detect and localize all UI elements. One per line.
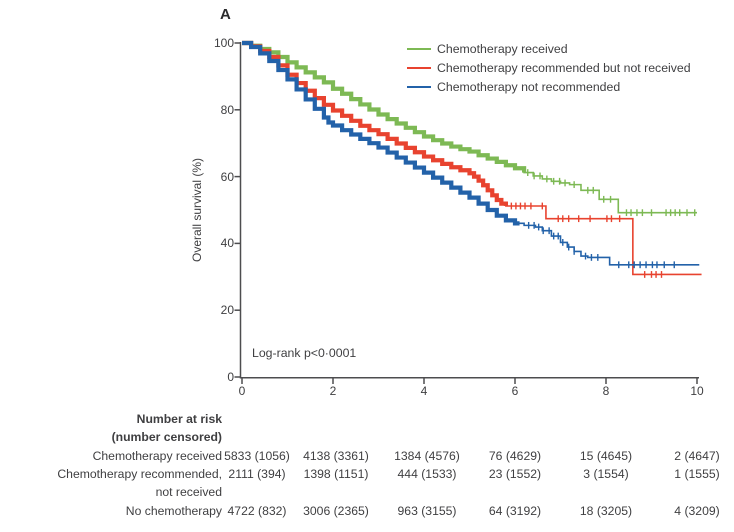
risk-table-title-line2: (number censored) — [111, 430, 222, 444]
risk-value: 4722 (832) — [227, 504, 287, 518]
risk-row-label: Chemotherapy recommended, — [57, 467, 222, 481]
risk-table-title-line1: Number at risk — [136, 412, 222, 426]
risk-value: 444 (1533) — [397, 467, 457, 481]
y-tick-label: 60 — [220, 169, 234, 184]
x-tick-label: 0 — [238, 384, 246, 398]
risk-value: 2111 (394) — [228, 467, 286, 481]
risk-value: 18 (3205) — [579, 504, 633, 518]
legend-line-swatch — [407, 66, 431, 69]
risk-value: 23 (1552) — [488, 467, 542, 481]
risk-value: 76 (4629) — [488, 449, 542, 463]
risk-value: 64 (3192) — [488, 504, 542, 518]
risk-row-label: No chemotherapy — [125, 504, 222, 518]
risk-value: 15 (4645) — [579, 449, 633, 463]
x-tick-label: 6 — [511, 384, 519, 398]
y-tick-label: 100 — [213, 36, 234, 50]
y-tick-label: 20 — [220, 303, 234, 318]
y-axis-title: Overall survival (%) — [190, 158, 204, 263]
x-tick-label: 4 — [420, 384, 428, 398]
logrank-annotation: Log-rank p<0·0001 — [252, 346, 357, 360]
risk-value: 4138 (3361) — [303, 449, 369, 463]
legend-label: Chemotherapy received — [437, 41, 568, 56]
survival-curve-dense-1 — [242, 40, 508, 206]
x-tick-label: 8 — [602, 384, 610, 398]
legend-label: Chemotherapy not recommended — [437, 79, 621, 94]
risk-value: 5833 (1056) — [224, 449, 290, 463]
risk-value: 1 (1555) — [674, 467, 720, 481]
legend-row: Chemotherapy received — [407, 41, 691, 56]
legend-line-swatch — [407, 85, 431, 88]
risk-row-label: not received — [155, 485, 222, 499]
y-tick-label: 0 — [227, 370, 234, 384]
legend-line-swatch — [407, 47, 431, 50]
survival-curve-dense-0 — [242, 40, 527, 173]
risk-value: 2 (4647) — [674, 449, 720, 463]
x-tick-label: 2 — [329, 384, 337, 398]
legend-label: Chemotherapy recommended but not receive… — [437, 60, 691, 75]
risk-value: 3006 (2365) — [303, 504, 369, 518]
risk-value: 1384 (4576) — [394, 449, 460, 463]
risk-value: 3 (1554) — [583, 467, 629, 481]
legend: Chemotherapy received Chemotherapy recomm… — [407, 41, 691, 98]
legend-row: Chemotherapy recommended but not receive… — [407, 60, 691, 75]
y-tick-label: 80 — [220, 102, 234, 117]
risk-value: 4 (3209) — [674, 504, 720, 518]
panel-label: A — [220, 6, 231, 23]
risk-value: 963 (3155) — [397, 504, 457, 518]
survival-curve-dense-2 — [242, 40, 520, 226]
risk-value: 1398 (1151) — [303, 467, 369, 481]
y-tick-label: 40 — [220, 236, 234, 251]
risk-row-label: Chemotherapy received — [92, 449, 222, 463]
x-tick-label: 10 — [690, 384, 704, 398]
legend-row: Chemotherapy not recommended — [407, 79, 691, 94]
